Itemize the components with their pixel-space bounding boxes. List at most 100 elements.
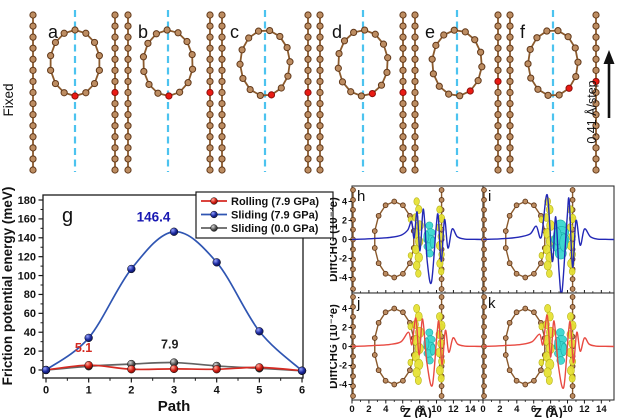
carbon-atom bbox=[111, 66, 119, 74]
carbon-atom bbox=[513, 309, 520, 316]
charge-depletion-blob bbox=[556, 356, 566, 365]
panel-i: i bbox=[481, 185, 615, 295]
carbon-atom bbox=[316, 111, 324, 119]
carbon-atom bbox=[95, 66, 103, 74]
carbon-atom bbox=[481, 246, 487, 253]
carbon-atom bbox=[124, 11, 132, 19]
charge-depletion-blob bbox=[425, 221, 434, 230]
carbon-atom bbox=[188, 65, 197, 73]
carbon-atom bbox=[574, 58, 582, 66]
carbon-atom bbox=[29, 111, 37, 119]
carbon-atom bbox=[90, 38, 99, 47]
carbon-atom bbox=[29, 155, 37, 163]
carbon-atom bbox=[438, 383, 445, 389]
data-point-blue-ball bbox=[255, 327, 264, 336]
data-point-blue-ball bbox=[84, 333, 93, 343]
carbon-atom bbox=[502, 352, 509, 358]
y-tick-label: -4 bbox=[339, 380, 347, 390]
carbon-atom bbox=[494, 122, 502, 130]
carbon-atom bbox=[569, 393, 576, 399]
carbon-chain bbox=[411, 11, 419, 174]
carbon-atom bbox=[350, 286, 356, 292]
charge-accumulation-blob bbox=[538, 322, 545, 331]
tracked-red-atom bbox=[267, 91, 276, 99]
carbon-atom bbox=[399, 22, 407, 30]
carbon-atom bbox=[399, 44, 407, 52]
charge-depletion-blob bbox=[425, 328, 434, 337]
carbon-atom bbox=[335, 49, 343, 58]
carbon-atom bbox=[124, 133, 132, 141]
carbon-atom bbox=[407, 367, 413, 374]
charge-accumulation-blob bbox=[413, 197, 420, 206]
panel-label-g: g bbox=[62, 205, 73, 227]
carbon-atom bbox=[391, 274, 398, 281]
x-tick-label: 6 bbox=[531, 404, 536, 415]
carbon-atom bbox=[592, 144, 600, 152]
panel-label-b: b bbox=[138, 22, 148, 42]
carbon-atom bbox=[334, 64, 342, 72]
legend-marker-red-ball bbox=[210, 197, 218, 205]
carbon-atom bbox=[481, 353, 487, 360]
carbon-atom bbox=[184, 79, 192, 87]
y-tick-label: 40 bbox=[24, 327, 36, 339]
carbon-atom bbox=[481, 256, 487, 263]
charge-accumulation-blob bbox=[544, 304, 552, 313]
carbon-atom bbox=[592, 33, 600, 41]
carbon-atom bbox=[411, 111, 419, 119]
tracked-red-atom bbox=[165, 92, 173, 100]
x-axis-title: Z (Å) bbox=[403, 405, 431, 418]
carbon-atom bbox=[506, 111, 514, 119]
carbon-atom bbox=[316, 155, 324, 163]
carbon-atom bbox=[29, 77, 37, 86]
carbon-atom bbox=[304, 111, 312, 119]
carbon-atom bbox=[481, 226, 487, 233]
carbon-atom bbox=[316, 22, 324, 30]
carbon-atom bbox=[522, 381, 529, 388]
carbon-atom bbox=[206, 22, 214, 30]
carbon-atom bbox=[111, 33, 119, 41]
charge-accumulation-blob bbox=[438, 267, 445, 276]
y-tick-label: 4 bbox=[342, 197, 347, 207]
panel-label-i: i bbox=[488, 188, 491, 205]
charge-accumulation-blob bbox=[435, 347, 444, 358]
carbon-atom bbox=[350, 294, 356, 300]
carbon-atom bbox=[481, 206, 487, 213]
carbon-atom bbox=[375, 367, 382, 374]
carbon-atom bbox=[371, 352, 378, 358]
carbon-atom bbox=[206, 122, 214, 130]
carbon-atom bbox=[506, 44, 514, 52]
carbon-atom bbox=[592, 111, 600, 119]
y-tick-label: 2 bbox=[342, 323, 347, 333]
carbon-atom bbox=[569, 276, 576, 282]
carbon-atom bbox=[502, 245, 509, 251]
x-tick-label: 2 bbox=[497, 404, 502, 415]
carbon-chain bbox=[304, 11, 312, 174]
carbon-atom bbox=[152, 30, 160, 38]
carbon-atom bbox=[218, 122, 226, 130]
carbon-atom bbox=[316, 66, 324, 74]
charge-accumulation-blob bbox=[413, 304, 421, 313]
x-tick-label: 6 bbox=[400, 404, 405, 415]
carbon-atom bbox=[218, 99, 226, 108]
tracked-red-atom bbox=[368, 89, 376, 98]
y-tick-label: 0 bbox=[30, 365, 36, 377]
carbon-chain bbox=[316, 11, 324, 174]
carbon-atom bbox=[176, 88, 184, 96]
panel-label-h: h bbox=[357, 188, 365, 205]
carbon-atom bbox=[139, 53, 148, 61]
carbon-atom bbox=[206, 155, 214, 163]
carbon-atom bbox=[506, 260, 513, 267]
panel-k: 0 2 4 6 8 10 12 14 k bbox=[480, 292, 615, 415]
charge-accumulation-blob bbox=[407, 322, 414, 331]
carbon-atom bbox=[95, 52, 103, 60]
carbon-atom bbox=[316, 166, 324, 174]
carbon-atom bbox=[494, 99, 502, 108]
y-tick-label: -2 bbox=[339, 254, 347, 264]
carbon-atom bbox=[111, 44, 119, 52]
carbon-atom bbox=[481, 187, 487, 193]
carbon-atom bbox=[411, 33, 419, 41]
carbon-atom bbox=[440, 31, 448, 39]
carbon-atom bbox=[206, 144, 214, 152]
carbon-atom bbox=[371, 335, 378, 341]
carbon-atom bbox=[592, 155, 600, 163]
